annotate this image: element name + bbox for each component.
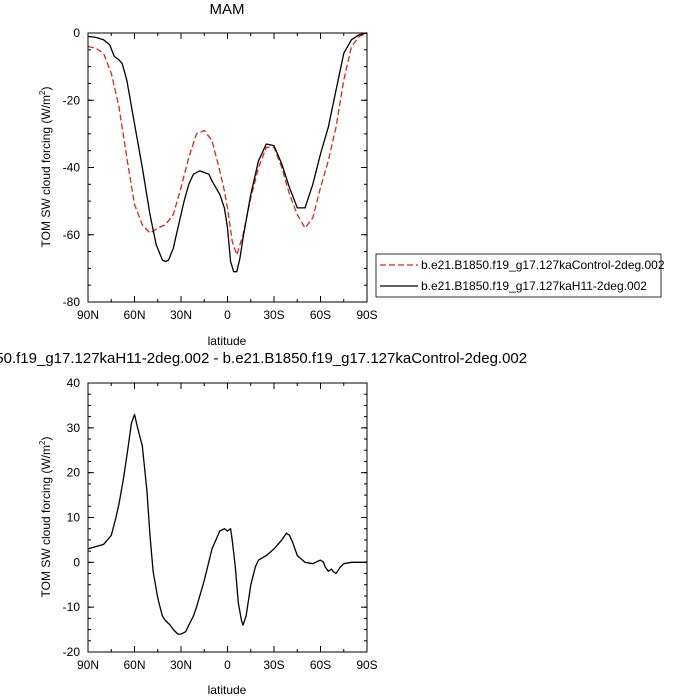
bottom-y-tick-label: -20	[63, 645, 81, 659]
bottom-y-tick-label: 30	[67, 421, 81, 435]
top-y-axis-title-end: )	[39, 87, 53, 91]
top-series-group	[87, 32, 368, 273]
bottom-x-axis-title: latitude	[208, 683, 247, 697]
bottom-y-tick-label: 20	[67, 466, 81, 480]
bottom-y-tick-label: 40	[67, 376, 81, 390]
legend-label-control: b.e21.B1850.f19_g17.127kaControl-2deg.00…	[421, 258, 665, 272]
bottom-y-tick-label: 0	[73, 555, 80, 569]
bottom-chart-title: b.e21.B1850.f19_g17.127kaH11-2deg.002 - …	[0, 350, 527, 367]
top-x-tick-label: 30S	[263, 308, 284, 322]
top-y-axis-title-main: TOM SW cloud forcing (W/m	[39, 95, 53, 247]
top-y-tick-label: 0	[73, 26, 80, 40]
bottom-panel: b.e21.B1850.f19_g17.127kaH11-2deg.002 - …	[0, 350, 527, 697]
top-series-line-0	[87, 32, 368, 256]
top-y-tick-label: -80	[63, 295, 81, 309]
bottom-plot-frame	[87, 382, 368, 653]
top-x-axis-title: latitude	[208, 334, 247, 348]
bottom-y-axis-title-main: TOM SW cloud forcing (W/m	[39, 445, 53, 597]
bottom-series-line-0	[87, 413, 367, 635]
bottom-y-tick-label: -10	[63, 600, 81, 614]
top-chart-title: MAM	[210, 1, 245, 18]
bottom-x-tick-label: 90S	[356, 658, 377, 672]
legend-label-h11: b.e21.B1850.f19_g17.127kaH11-2deg.002	[421, 279, 647, 293]
top-x-tick-label: 60N	[123, 308, 145, 322]
bottom-series-group	[87, 413, 367, 635]
legend-box	[375, 253, 662, 298]
top-y-tick-label: -60	[63, 228, 81, 242]
legend: b.e21.B1850.f19_g17.127kaControl-2deg.00…	[375, 253, 665, 298]
bottom-x-tick-label: 30S	[263, 658, 284, 672]
bottom-x-tick-label: 30N	[170, 658, 192, 672]
top-ticks: 90N 60N 30N 0 30S 60S 90S 0 -20 -40 -60 -80	[63, 26, 378, 322]
top-series-line-1	[87, 32, 368, 273]
top-x-tick-label: 30N	[170, 308, 192, 322]
top-x-tick-label: 0	[224, 308, 231, 322]
bottom-x-tick-label: 90N	[77, 658, 99, 672]
bottom-x-tick-label: 0	[224, 658, 231, 672]
top-plot-frame	[87, 32, 368, 303]
top-x-tick-label: 90N	[77, 308, 99, 322]
top-y-axis-title-sup: 2	[38, 90, 47, 95]
bottom-y-tick-label: 10	[67, 511, 81, 525]
top-y-axis-title: TOM SW cloud forcing (W/m2)	[38, 87, 53, 248]
bottom-ticks: 90N 60N 30N 0 30S 60S 90S 40 30 20 10 0 -10 -20	[63, 376, 378, 672]
bottom-y-axis-title: TOM SW cloud forcing (W/m2)	[38, 437, 53, 598]
top-y-tick-label: -20	[63, 93, 81, 107]
bottom-x-tick-label: 60N	[123, 658, 145, 672]
top-x-tick-label: 60S	[310, 308, 331, 322]
bottom-y-axis-title-sup: 2	[38, 440, 47, 445]
bottom-x-tick-label: 60S	[310, 658, 331, 672]
bottom-y-axis-title-end: )	[39, 437, 53, 441]
top-x-tick-label: 90S	[356, 308, 377, 322]
top-panel: MAM 90N 60N 30N 0 30S 60S 90S 0 -20 -40 -60 -80 lat…	[38, 1, 378, 348]
top-y-tick-label: -40	[63, 161, 81, 175]
